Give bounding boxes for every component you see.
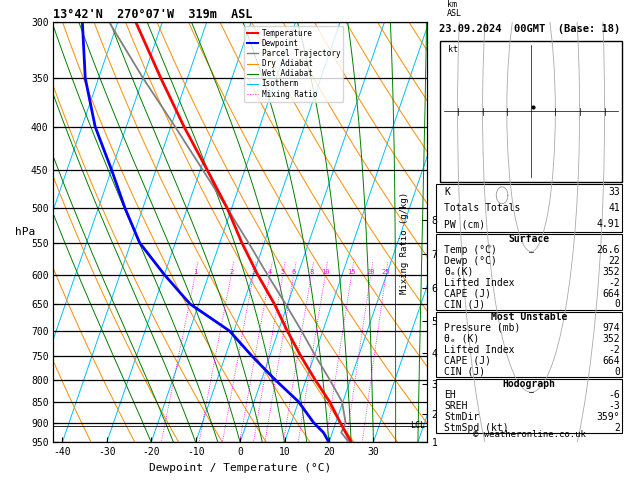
X-axis label: Dewpoint / Temperature (°C): Dewpoint / Temperature (°C) [149, 463, 331, 473]
Text: CAPE (J): CAPE (J) [444, 356, 491, 365]
Text: -2: -2 [608, 278, 620, 288]
Text: Hodograph: Hodograph [503, 379, 555, 389]
Text: K: K [444, 187, 450, 197]
Text: LCL: LCL [411, 421, 425, 430]
Text: Lifted Index: Lifted Index [444, 278, 515, 288]
Text: 25: 25 [382, 269, 390, 275]
Text: 6: 6 [292, 269, 296, 275]
Text: StmDir: StmDir [444, 412, 479, 422]
Text: 20: 20 [367, 269, 375, 275]
Text: 352: 352 [603, 267, 620, 277]
Text: hPa: hPa [15, 227, 36, 237]
Text: Pressure (mb): Pressure (mb) [444, 323, 520, 333]
Text: © weatheronline.co.uk: © weatheronline.co.uk [473, 430, 586, 439]
Text: θₑ (K): θₑ (K) [444, 334, 479, 344]
Text: 8: 8 [309, 269, 313, 275]
Text: 359°: 359° [596, 412, 620, 422]
Text: Surface: Surface [509, 234, 550, 244]
Text: CIN (J): CIN (J) [444, 299, 485, 310]
Text: 5: 5 [281, 269, 285, 275]
Text: Most Unstable: Most Unstable [491, 312, 567, 322]
Bar [437, 234, 622, 310]
Text: 664: 664 [603, 356, 620, 365]
Text: km
ASL: km ASL [447, 0, 462, 17]
Text: CAPE (J): CAPE (J) [444, 289, 491, 298]
Text: 23.09.2024  00GMT  (Base: 18): 23.09.2024 00GMT (Base: 18) [438, 24, 620, 34]
Text: StmSpd (kt): StmSpd (kt) [444, 423, 509, 433]
Text: 3: 3 [252, 269, 255, 275]
Text: kt: kt [448, 45, 458, 54]
Text: Dewp (°C): Dewp (°C) [444, 256, 497, 266]
Text: 4: 4 [268, 269, 272, 275]
Text: CIN (J): CIN (J) [444, 366, 485, 377]
Text: θₑ(K): θₑ(K) [444, 267, 474, 277]
Text: 22: 22 [608, 256, 620, 266]
Text: 33: 33 [608, 187, 620, 197]
Text: -6: -6 [608, 390, 620, 400]
Text: 664: 664 [603, 289, 620, 298]
Text: Temp (°C): Temp (°C) [444, 245, 497, 255]
Text: Totals Totals: Totals Totals [444, 203, 520, 213]
Text: 41: 41 [608, 203, 620, 213]
Text: -2: -2 [608, 345, 620, 355]
Bar [440, 41, 622, 182]
Text: 1: 1 [193, 269, 198, 275]
Text: 2: 2 [229, 269, 233, 275]
Text: -3: -3 [608, 401, 620, 411]
Bar [437, 184, 622, 232]
Text: 2: 2 [614, 423, 620, 433]
Text: 0: 0 [614, 366, 620, 377]
Text: Mixing Ratio (g/kg): Mixing Ratio (g/kg) [400, 192, 409, 294]
Bar [437, 379, 622, 433]
Bar [437, 312, 622, 377]
Text: 26.6: 26.6 [596, 245, 620, 255]
Text: 352: 352 [603, 334, 620, 344]
Text: Lifted Index: Lifted Index [444, 345, 515, 355]
Text: SREH: SREH [444, 401, 467, 411]
Text: 10: 10 [321, 269, 330, 275]
Text: PW (cm): PW (cm) [444, 219, 485, 229]
Text: 4.91: 4.91 [596, 219, 620, 229]
Text: 15: 15 [347, 269, 356, 275]
Text: 0: 0 [614, 299, 620, 310]
Text: 974: 974 [603, 323, 620, 333]
Text: EH: EH [444, 390, 456, 400]
Legend: Temperature, Dewpoint, Parcel Trajectory, Dry Adiabat, Wet Adiabat, Isotherm, Mi: Temperature, Dewpoint, Parcel Trajectory… [244, 26, 343, 102]
Text: 13°42'N  270°07'W  319m  ASL: 13°42'N 270°07'W 319m ASL [53, 8, 253, 21]
